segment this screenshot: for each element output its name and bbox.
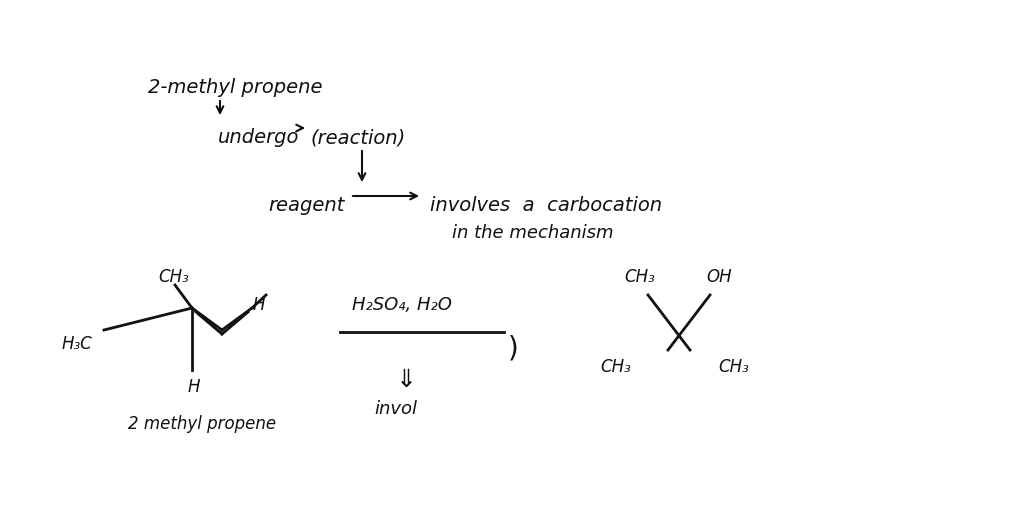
Text: H₃C: H₃C bbox=[62, 335, 93, 353]
Text: CH₃: CH₃ bbox=[600, 358, 631, 376]
Text: CH₃: CH₃ bbox=[624, 268, 654, 286]
Text: undergo: undergo bbox=[218, 128, 299, 147]
Text: involves  a  carbocation: involves a carbocation bbox=[430, 196, 663, 215]
Text: OH: OH bbox=[706, 268, 731, 286]
Text: 2 methyl propene: 2 methyl propene bbox=[128, 415, 276, 433]
Text: H: H bbox=[188, 378, 201, 396]
Text: invol: invol bbox=[374, 400, 417, 418]
Text: reagent: reagent bbox=[268, 196, 344, 215]
Text: (reaction): (reaction) bbox=[310, 128, 406, 147]
Text: in the mechanism: in the mechanism bbox=[452, 224, 613, 242]
Text: CH₃: CH₃ bbox=[158, 268, 188, 286]
Text: H₂SO₄, H₂O: H₂SO₄, H₂O bbox=[352, 296, 452, 314]
Text: 2-methyl propene: 2-methyl propene bbox=[148, 78, 323, 97]
Text: CH₃: CH₃ bbox=[718, 358, 749, 376]
Text: H: H bbox=[253, 296, 265, 314]
Text: ⇓: ⇓ bbox=[396, 368, 417, 392]
Text: ): ) bbox=[508, 335, 519, 363]
